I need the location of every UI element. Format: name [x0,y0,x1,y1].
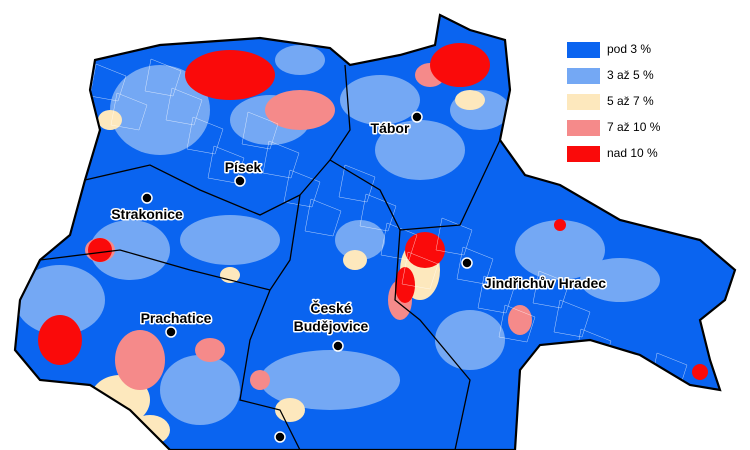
municipality-border [553,299,591,338]
municipality-patch [98,110,122,130]
municipality-patch [430,43,490,87]
municipality-patch [110,65,210,155]
city-dot [165,326,177,338]
municipality-patch [15,265,105,335]
city-dot [332,340,344,352]
legend-label: 7 až 10 % [607,120,661,134]
municipality-border [165,87,203,126]
municipality-border [15,39,51,78]
municipality-border [186,116,224,155]
municipality-patch [185,50,275,100]
legend-label: 3 až 5 % [607,68,654,82]
municipality-border [304,198,342,237]
municipality-patch [395,267,415,303]
legend-swatch [567,68,600,84]
city-label: Budějovice [294,318,369,334]
legend-label: 5 až 7 % [607,94,654,108]
municipality-border [532,270,570,309]
municipality-border [144,58,182,97]
municipality-patch [692,364,708,380]
municipality-patch [250,370,270,390]
city-label: České [310,299,351,316]
municipality-patch [88,238,112,262]
municipality-patch [260,350,400,410]
municipality-patch [90,220,170,280]
municipality-patch [554,219,566,231]
municipality-patch [375,120,465,180]
municipality-border [498,304,536,343]
municipality-border [241,111,279,150]
municipality-patch [405,232,445,268]
legend-swatch [567,94,600,110]
cities: Tábor Písek Strakonice Jindřichův Hradec Pra… [110,111,608,443]
city-dot [411,111,423,123]
city-dot [461,257,473,269]
city-label: Písek [225,159,262,175]
municipality-patch [195,338,225,362]
municipality-border [380,222,418,261]
city-dot [141,192,153,204]
municipality-border [338,164,376,203]
municipality-patch [115,330,165,390]
municipality-border [110,92,148,131]
municipality-patch [435,310,505,370]
municipality-border [435,217,473,256]
municipality-patch [508,305,532,335]
city-label: Strakonice [111,206,183,222]
municipality-patch [265,90,335,130]
municipality-patch [455,90,485,110]
legend-swatch [567,120,600,136]
city-label: Prachatice [141,310,212,326]
municipality-border [401,251,439,290]
legend-label: pod 3 % [607,42,651,56]
legend-swatch [567,42,600,58]
municipality-border [595,357,633,396]
legend-label: nad 10 % [607,146,658,160]
municipality-border [456,246,494,285]
city-dot [234,175,246,187]
municipality-border [477,275,515,314]
legend: pod 3 % 3 až 5 % 5 až 7 % 7 až 10 % nad 10 % [567,42,661,162]
city-dot [274,431,286,443]
municipality-border [692,410,730,449]
municipality-patch [580,258,660,302]
municipality-patch [340,75,420,125]
municipality-patch [515,220,605,280]
municipality-border [68,434,106,450]
municipality-border [47,405,85,444]
city-label: Jindřichův Hradec [484,275,606,291]
municipality-border [89,63,127,102]
municipality-patch [38,315,82,365]
municipality-patch [160,355,240,425]
municipality-border [283,169,321,208]
district-borders [39,64,501,450]
city-label: Tábor [371,120,410,136]
municipality-patch [275,45,325,75]
municipality-border [262,140,300,179]
municipality-patch [335,220,385,260]
legend-swatch [567,146,600,162]
municipality-patch [180,215,280,265]
municipality-patch [343,250,367,270]
